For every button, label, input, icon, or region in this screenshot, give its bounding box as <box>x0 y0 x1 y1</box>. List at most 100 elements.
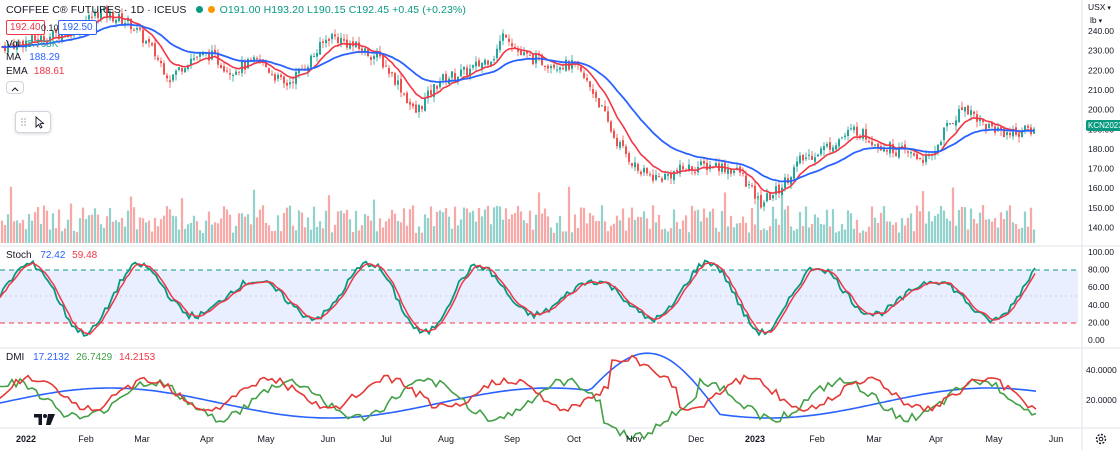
candle-body <box>145 40 147 44</box>
candle-body <box>94 11 96 17</box>
price-axis-label: 230.00 <box>1088 46 1114 56</box>
candle-body <box>193 58 195 60</box>
volume-bar <box>138 217 142 243</box>
candlesticks <box>1 4 1035 212</box>
x-axis-label: 2022 <box>16 434 36 444</box>
volume-bar <box>312 206 316 243</box>
candle-body <box>679 164 681 174</box>
candle-body <box>607 111 609 122</box>
buy-button[interactable]: 192.50 <box>58 20 97 35</box>
candle-body <box>565 59 567 71</box>
volume-bar <box>939 205 943 243</box>
candle-body <box>628 153 630 162</box>
volume-bar <box>441 212 445 243</box>
candle-body <box>778 184 780 194</box>
candle-body <box>37 39 39 42</box>
volume-bar <box>168 209 172 243</box>
volume-bar <box>303 227 307 243</box>
unit-selector[interactable]: lb ▾ <box>1090 15 1103 25</box>
volume-bar <box>603 221 607 243</box>
candle-body <box>580 66 582 72</box>
volume-bar <box>930 221 934 243</box>
volume-bar <box>93 208 97 243</box>
candle-body <box>703 161 705 164</box>
volume-bar <box>636 216 640 243</box>
ohlc-change: +0.45 (+0.23%) <box>392 4 466 16</box>
candle-body <box>808 154 810 156</box>
dmi-legend[interactable]: DMI 17.2132 26.7429 14.2153 <box>6 352 156 363</box>
sell-button[interactable]: 192.40 <box>6 20 45 35</box>
volume-bar <box>699 221 703 243</box>
candle-body <box>700 161 702 166</box>
collapse-legend-button[interactable] <box>6 81 24 94</box>
volume-bar <box>807 227 811 243</box>
volume-bar <box>30 220 34 243</box>
ma-legend[interactable]: MA 188.29 <box>6 52 60 63</box>
chart-settings-button[interactable] <box>1094 432 1108 451</box>
volume-bar <box>234 225 238 243</box>
volume-bar <box>384 221 388 243</box>
candle-body <box>442 74 444 81</box>
volume-bar <box>594 221 598 243</box>
volume-bar <box>210 224 214 243</box>
volume-bar <box>492 207 496 243</box>
volume-bar <box>102 227 106 243</box>
volume-bar <box>219 218 223 243</box>
gear-icon <box>1095 433 1107 445</box>
candle-body <box>223 66 225 72</box>
volume-bar <box>246 214 250 243</box>
candle-body <box>835 145 837 150</box>
stoch-axis-label: 100.00 <box>1088 247 1114 257</box>
candle-body <box>727 168 729 174</box>
volume-bar <box>360 225 364 243</box>
candle-body <box>196 56 198 58</box>
volume-bar <box>702 208 706 243</box>
volume-bar <box>717 231 721 243</box>
candle-body <box>244 61 246 70</box>
candle-body <box>52 30 54 38</box>
ticker-badge[interactable]: KCN2023 <box>1086 120 1120 131</box>
candle-body <box>847 129 849 136</box>
volume-bar <box>453 206 457 243</box>
candle-body <box>280 74 282 78</box>
candle-body <box>652 174 654 181</box>
volume-bar <box>396 220 400 243</box>
vol-legend[interactable]: Vol 3.763K <box>6 39 59 50</box>
volume-bar <box>462 207 466 243</box>
volume-bar <box>600 205 604 243</box>
price-axis-label: 140.00 <box>1088 223 1114 233</box>
volume-bar <box>519 211 523 243</box>
volume-bar <box>264 222 268 243</box>
volume-bar <box>567 186 571 243</box>
drawing-toolbar[interactable] <box>15 111 51 133</box>
candle-body <box>757 196 759 198</box>
volume-bar <box>879 212 883 243</box>
tradingview-logo[interactable] <box>34 413 56 431</box>
market-status-icon <box>195 6 203 14</box>
candle-body <box>766 193 768 202</box>
candle-body <box>958 109 960 123</box>
volume-bar <box>27 213 31 243</box>
candle-body <box>46 41 48 43</box>
candle-body <box>865 129 867 140</box>
stoch-legend[interactable]: Stoch 72.42 59.48 <box>6 250 98 261</box>
volume-bar <box>579 207 583 243</box>
candle-body <box>400 78 402 93</box>
candle-body <box>169 80 171 83</box>
candle-body <box>259 59 261 61</box>
volume-bar <box>432 226 436 243</box>
symbol-header: COFFEE C® FUTURES · 1D · ICEUS O191.00 H… <box>6 4 466 16</box>
dmi-axis-label: 40.0000 <box>1086 365 1117 375</box>
ema-legend[interactable]: EMA 188.61 <box>6 66 65 77</box>
candle-body <box>634 162 636 168</box>
candle-body <box>667 174 669 176</box>
symbol-name[interactable]: COFFEE C® FUTURES · 1D · ICEUS <box>6 4 187 16</box>
currency-selector[interactable]: USX ▾ <box>1088 2 1111 12</box>
candle-body <box>751 185 753 187</box>
candle-body <box>895 152 897 156</box>
candle-body <box>349 42 351 49</box>
volume-bar <box>273 230 277 243</box>
candle-body <box>943 127 945 141</box>
candle-body <box>382 54 384 68</box>
